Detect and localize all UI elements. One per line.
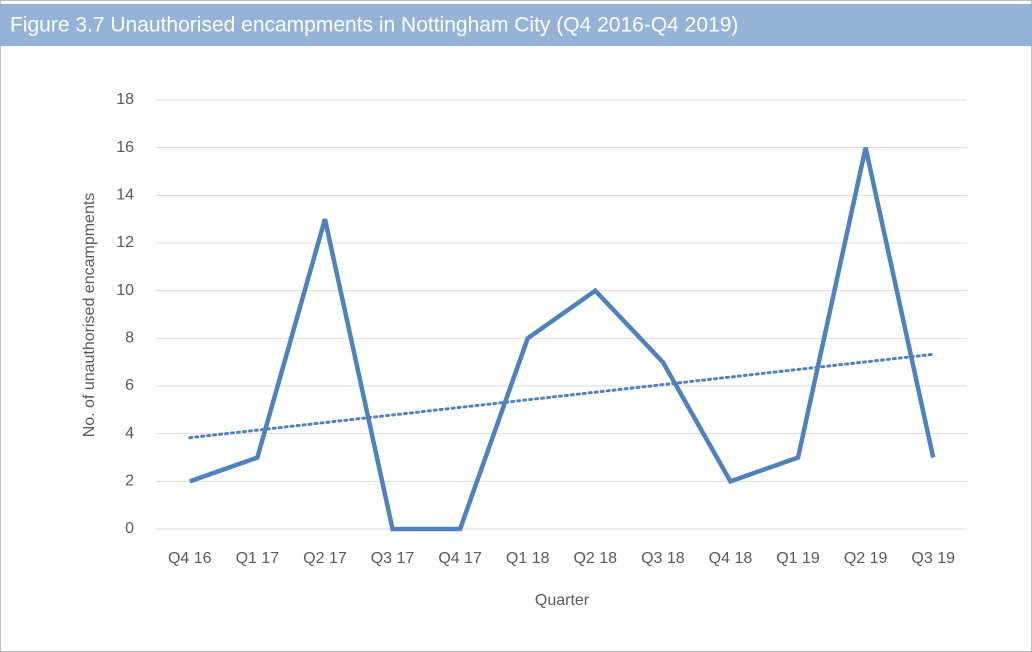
y-tick-label: 6 — [125, 377, 134, 394]
x-tick-label: Q1 19 — [776, 550, 820, 567]
y-tick-label: 14 — [116, 187, 134, 204]
title-band — [0, 4, 1032, 46]
trendline — [188, 352, 935, 440]
chart-title: Figure 3.7 Unauthorised encampments in N… — [10, 14, 738, 37]
x-tick-label: Q1 17 — [236, 550, 280, 567]
y-tick-label: 12 — [116, 234, 134, 251]
y-tick-label: 8 — [125, 330, 134, 347]
y-axis-label: No. of unauthorised encampments — [81, 193, 98, 438]
x-tick-label: Q3 17 — [371, 550, 415, 567]
x-tick-label: Q4 17 — [438, 550, 482, 567]
x-tick-label: Q4 16 — [168, 550, 212, 567]
y-tick-label: 10 — [116, 282, 134, 299]
y-tick-label: 18 — [116, 91, 134, 108]
x-tick-label: Q2 18 — [573, 550, 617, 567]
x-tick-label: Q3 18 — [641, 550, 685, 567]
x-tick-label: Q3 19 — [911, 550, 955, 567]
y-tick-label: 4 — [125, 425, 134, 442]
x-axis-label: Quarter — [535, 592, 590, 609]
x-tick-label: Q2 17 — [303, 550, 347, 567]
x-tick-label: Q2 19 — [844, 550, 888, 567]
y-tick-label: 2 — [125, 473, 134, 490]
data-line — [189, 147, 936, 532]
x-tick-label: Q4 18 — [709, 550, 753, 567]
y-tick-label: 16 — [116, 139, 134, 156]
x-tick-label: Q1 18 — [506, 550, 550, 567]
y-tick-label: 0 — [125, 520, 134, 537]
